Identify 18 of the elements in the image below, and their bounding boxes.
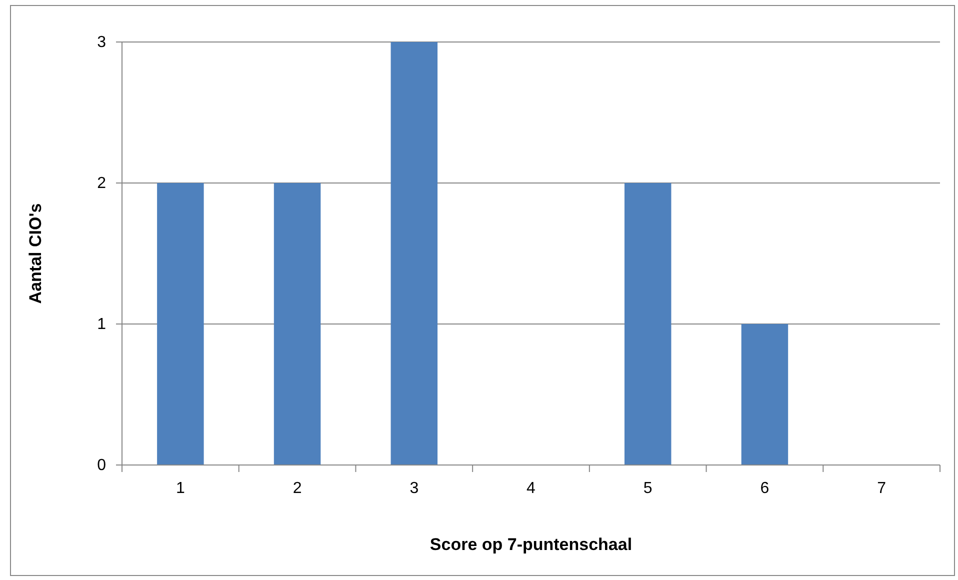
x-tick-label: 3 (410, 480, 419, 497)
y-axis-title: Aantal CIO's (26, 203, 45, 304)
x-tick-label: 6 (760, 480, 770, 497)
x-tick-label: 5 (643, 480, 652, 497)
bar (624, 183, 672, 465)
x-tick-label: 4 (526, 480, 536, 497)
bar (274, 183, 321, 465)
bar (741, 324, 788, 465)
x-axis-title: Score op 7-puntenschaal (430, 535, 632, 554)
bar (157, 183, 204, 465)
y-tick-label: 3 (97, 34, 106, 52)
x-tick-label: 1 (176, 480, 185, 497)
y-tick-label: 0 (97, 457, 106, 474)
bar (390, 42, 438, 465)
y-tick-label: 2 (97, 175, 106, 192)
y-tick-label: 1 (97, 316, 106, 334)
x-tick-label: 7 (877, 480, 886, 497)
x-tick-label: 2 (292, 480, 302, 497)
